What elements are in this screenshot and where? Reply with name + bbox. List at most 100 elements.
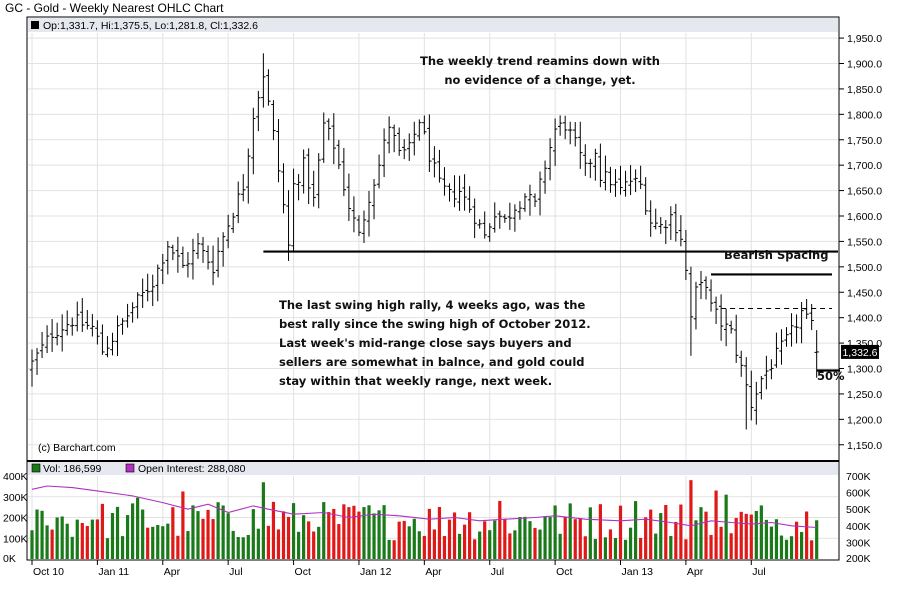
- ohlc-bar: [588, 158, 593, 178]
- volume-bar: [266, 525, 271, 559]
- volume-bar: [452, 512, 457, 559]
- ohlc-bar: [336, 139, 342, 170]
- volume-bar: [141, 509, 145, 559]
- ohlc-bar: [497, 210, 502, 229]
- ohlc-bars: [29, 53, 819, 430]
- open-interest-line: [31, 485, 817, 529]
- volume-bar: [312, 531, 316, 559]
- ohlc-bar: [688, 266, 694, 356]
- volume-bar: [256, 528, 260, 559]
- ohlc-bar: [678, 215, 684, 247]
- ohlc-bar: [271, 100, 276, 141]
- volume-bar: [432, 529, 436, 559]
- volume-bar: [805, 511, 809, 559]
- ohlc-bar: [376, 154, 382, 189]
- price-tick-label: 1,850.0: [847, 84, 882, 96]
- ohlc-bar: [759, 375, 764, 400]
- ohlc-bar: [552, 118, 558, 166]
- volume-bar: [171, 507, 175, 559]
- volume-bar: [654, 533, 658, 559]
- ohlc-bar: [447, 183, 452, 202]
- ohlc-bar: [331, 113, 336, 165]
- ohlc-bar: [668, 206, 674, 240]
- ohlc-bar: [29, 349, 35, 387]
- ohlc-bar: [296, 174, 301, 201]
- price-tick-label: 1,600.0: [847, 211, 882, 223]
- volume-bar: [543, 516, 547, 559]
- volume-bar: [90, 519, 94, 559]
- price-tick-label: 1,550.0: [847, 236, 882, 248]
- volume-bar: [679, 504, 683, 559]
- volume-bar: [578, 518, 582, 559]
- volume-bars: [30, 480, 819, 559]
- price-tick-label: 1,200.0: [847, 414, 882, 426]
- ohlc-bar: [452, 175, 457, 208]
- volume-bar: [75, 519, 79, 559]
- ohlc-bar: [145, 273, 150, 302]
- ohlc-bar: [286, 190, 291, 261]
- oi-legend: Open Interest: 288,080: [138, 463, 246, 475]
- ohlc-bar: [723, 308, 729, 347]
- ohlc-bar: [75, 301, 80, 332]
- ohlc-bar: [44, 325, 50, 354]
- ohlc-bar: [432, 146, 437, 178]
- ohlc-bar: [361, 210, 367, 243]
- ohlc-bar: [49, 319, 55, 352]
- ohlc-bar: [547, 138, 553, 181]
- bearish-spacing-label: Bearish Spacing: [724, 248, 828, 262]
- ohlc-bar: [472, 198, 477, 239]
- volume-bar: [271, 501, 276, 559]
- volume-bar: [352, 505, 356, 559]
- volume-bar: [206, 509, 210, 559]
- volume-bar: [598, 504, 602, 559]
- ohlc-bar: [341, 147, 347, 197]
- date-tick-label: Jan 13: [622, 566, 654, 578]
- ohlc-bar: [301, 149, 306, 194]
- volume-bar: [669, 535, 673, 559]
- price-tick-label: 1,700.0: [847, 160, 882, 172]
- volume-bar: [296, 531, 301, 559]
- volume-bar: [583, 536, 587, 559]
- annotation-mid-4: sellers are somewhat in balnce, and gold…: [279, 355, 585, 369]
- ohlc-bar: [507, 202, 513, 230]
- volume-bar: [684, 539, 688, 559]
- volume-bar: [196, 511, 200, 559]
- volume-bar: [427, 508, 431, 559]
- volume-bar: [694, 520, 698, 559]
- volume-tick-label: 100K: [3, 533, 28, 545]
- ohlc-bar: [281, 163, 286, 214]
- date-tick-label: Jul: [491, 566, 504, 578]
- volume-bar: [357, 511, 361, 559]
- ohlc-bar: [648, 200, 653, 237]
- volume-bar: [221, 505, 225, 559]
- volume-bar: [397, 521, 401, 559]
- volume-bar: [498, 500, 502, 559]
- volume-bar: [372, 513, 376, 559]
- oi-axis-labels: 200K 300K 400K 500K 600K 700K: [846, 471, 871, 565]
- volume-bar: [744, 513, 748, 559]
- volume-bar: [30, 530, 34, 559]
- ohlc-bar: [663, 220, 668, 245]
- ohlc-bar: [638, 165, 643, 190]
- ohlc-bar: [814, 330, 819, 378]
- volume-bar: [729, 533, 733, 559]
- ohlc-bar: [643, 177, 648, 215]
- volume-bar: [754, 510, 758, 559]
- ohlc-bar: [779, 329, 784, 365]
- ohlc-bar: [80, 298, 85, 332]
- ohlc-bar: [95, 320, 100, 345]
- ohlc-bar: [437, 149, 442, 183]
- volume-bar: [327, 512, 331, 559]
- volume-bar: [503, 518, 507, 559]
- ohlc-bar: [542, 160, 548, 194]
- volume-bar: [382, 505, 386, 559]
- ohlc-bar: [749, 370, 754, 421]
- last-price-box: [841, 344, 879, 359]
- volume-bar: [422, 535, 426, 559]
- volume-bar: [774, 519, 779, 559]
- ohlc-bar: [54, 322, 60, 346]
- ohlc-bar: [512, 204, 518, 232]
- ohlc-bar: [180, 246, 186, 269]
- ohlc-bar: [789, 313, 794, 347]
- date-tick-label: Oct: [556, 566, 572, 578]
